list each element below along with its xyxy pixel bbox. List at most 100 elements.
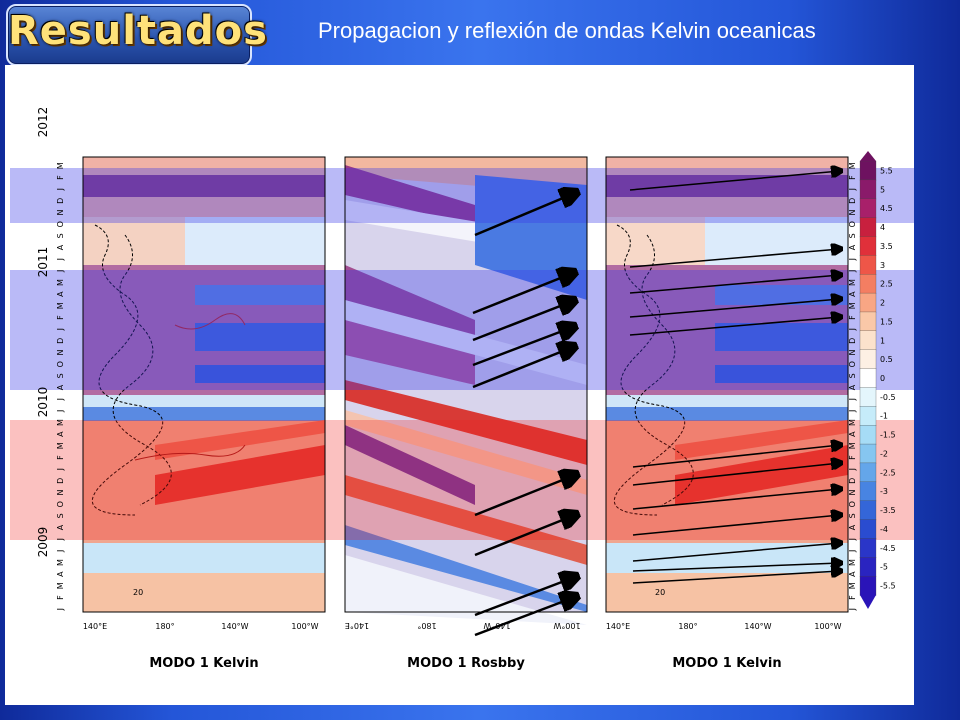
month-tick-label: J: [848, 258, 857, 261]
kelvin-arrow: [629, 275, 840, 294]
panel-kelvin-left: 20: [83, 157, 325, 612]
kelvin-arrow: [632, 571, 840, 584]
x-tick-label: 100°W: [291, 622, 318, 631]
month-tick-label: A: [848, 291, 857, 297]
month-tick-label: A: [848, 571, 857, 577]
colorbar-swatch: [859, 349, 877, 370]
colorbar-swatch: [859, 274, 877, 294]
month-tick-label: S: [848, 373, 857, 378]
x-tick-label: 100°W: [814, 622, 841, 631]
month-tick-label: A: [56, 244, 65, 250]
month-tick-label: M: [848, 279, 857, 286]
year-label: 2010: [36, 387, 50, 418]
month-tick-label: J: [56, 538, 65, 541]
month-tick-label: M: [56, 559, 65, 566]
x-tick-label: 140°W: [744, 622, 771, 631]
colorbar-label: 5: [880, 185, 885, 194]
kelvin-arrow: [632, 563, 840, 572]
colorbar-swatch: [859, 330, 877, 351]
month-tick-label: J: [848, 398, 857, 401]
rossby-arrow: [474, 577, 575, 617]
month-tick-label: O: [848, 221, 857, 227]
kelvin-arrow: [629, 317, 840, 336]
colorbar-label: 3.5: [880, 242, 893, 251]
month-tick-label: A: [56, 384, 65, 390]
month-tick-label: J: [848, 188, 857, 191]
colorbar-label: 0.5: [880, 355, 893, 364]
panel-caption: MODO 1 Kelvin: [672, 656, 781, 671]
colorbar-swatch: [859, 500, 877, 521]
month-tick-label: S: [56, 513, 65, 518]
month-tick-label: J: [56, 608, 65, 611]
month-tick-label: D: [56, 198, 65, 204]
month-tick-label: J: [56, 270, 65, 273]
x-tick-label: 140°W: [221, 622, 248, 631]
month-tick-label: D: [56, 338, 65, 344]
colorbar-label: 3: [880, 261, 885, 270]
colorbar-label: -5: [880, 563, 888, 572]
month-tick-label: N: [56, 349, 65, 355]
month-tick-label: A: [56, 524, 65, 530]
colorbar-swatch: [859, 160, 877, 181]
rossby-arrow: [472, 273, 573, 315]
month-tick-label: N: [848, 489, 857, 495]
contour-label: 20: [655, 588, 665, 597]
hovmoller-figure: 20: [10, 107, 914, 671]
year-label: 2009: [36, 527, 50, 558]
rossby-arrow: [474, 475, 575, 517]
month-tick-label: S: [56, 373, 65, 378]
year-highlight-bands: [10, 168, 914, 540]
colorbar-label: -0.5: [880, 393, 896, 402]
colorbar-swatch: [859, 519, 877, 540]
month-tick-label: A: [848, 384, 857, 390]
colorbar-swatch: [859, 443, 877, 464]
colorbar-label: -2.5: [880, 468, 896, 477]
colorbar-swatch: [859, 179, 877, 200]
colorbar-label: 5.5: [880, 166, 893, 175]
panel-frame: [344, 156, 588, 613]
year-labels: 2009 2010 2011 2012: [36, 107, 50, 558]
month-tick-label: F: [56, 455, 65, 460]
month-tick-label: M: [848, 302, 857, 309]
colorbar-label: 0: [880, 374, 885, 383]
colorbar-swatch: [859, 311, 877, 332]
month-tick-label: M: [56, 419, 65, 426]
x-tick-label: 140°E: [345, 621, 369, 630]
colorbar-label: -4.5: [880, 544, 896, 553]
colorbar-label: 1: [880, 336, 885, 345]
month-tick-label: M: [848, 419, 857, 426]
colorbar-label: 4: [880, 223, 885, 232]
colorbar-swatch: [859, 406, 877, 426]
x-tick-labels: 140°E 180° 140°W 100°W 140°E 180° 140°W 100°W 14…: [83, 621, 842, 631]
colorbar-label: -1: [880, 412, 888, 421]
month-tick-label: J: [56, 550, 65, 553]
x-tick-label: 180°: [417, 621, 436, 630]
month-tick-label: N: [848, 209, 857, 215]
month-tick-label: A: [56, 291, 65, 297]
month-tick-label: D: [848, 338, 857, 344]
title-box: Resultados: [6, 4, 268, 66]
rossby-arrow: [472, 327, 573, 367]
month-tick-label: A: [848, 524, 857, 530]
rossby-arrow: [472, 347, 573, 389]
kelvin-arrow: [632, 463, 840, 486]
colorbar-swatch: [859, 481, 877, 502]
colorbar-swatch: [859, 575, 877, 596]
month-tick-label: J: [56, 468, 65, 471]
month-tick-label: J: [848, 550, 857, 553]
kelvin-arrow: [632, 543, 840, 562]
month-tick-label: O: [56, 361, 65, 367]
month-tick-label: M: [848, 162, 857, 169]
page-title: Resultados: [8, 8, 268, 54]
x-tick-label: 140°E: [606, 622, 630, 631]
month-tick-label: O: [56, 221, 65, 227]
month-tick-label: O: [56, 501, 65, 507]
month-tick-label: A: [848, 431, 857, 437]
month-tick-label: J: [848, 270, 857, 273]
month-tick-label: J: [848, 328, 857, 331]
month-tick-label: F: [56, 175, 65, 180]
month-tick-label: F: [56, 595, 65, 600]
month-tick-label: F: [848, 175, 857, 180]
